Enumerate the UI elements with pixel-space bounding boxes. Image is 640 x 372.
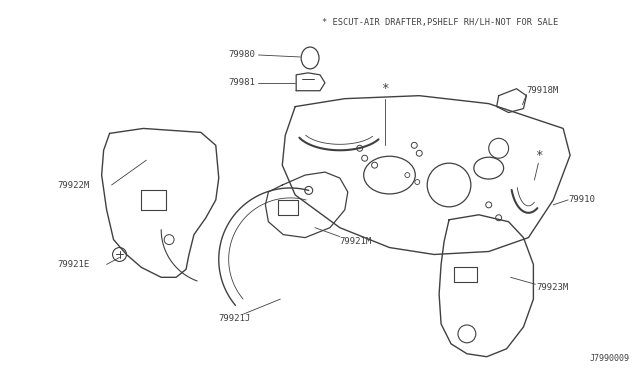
Text: *: *: [534, 149, 542, 162]
Text: 79980: 79980: [228, 51, 255, 60]
Text: 79981: 79981: [228, 78, 255, 87]
Text: 79921J: 79921J: [219, 314, 251, 324]
Text: 79918M: 79918M: [527, 86, 559, 95]
Text: * ESCUT-AIR DRAFTER,PSHELF RH/LH-NOT FOR SALE: * ESCUT-AIR DRAFTER,PSHELF RH/LH-NOT FOR…: [322, 18, 558, 27]
Text: 79923M: 79923M: [536, 283, 568, 292]
Text: *: *: [381, 82, 388, 95]
Text: 79921E: 79921E: [57, 260, 89, 269]
Text: 79921M: 79921M: [340, 237, 372, 246]
Text: 79910: 79910: [568, 195, 595, 204]
Text: J7990009: J7990009: [589, 354, 630, 363]
Text: 79922M: 79922M: [57, 180, 89, 189]
